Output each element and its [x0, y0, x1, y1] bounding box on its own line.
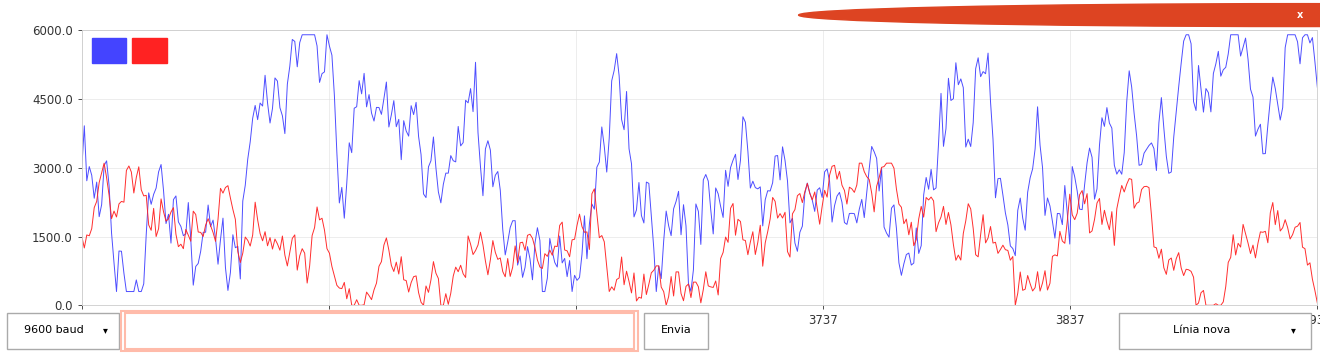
Text: −: −: [1251, 8, 1262, 22]
FancyBboxPatch shape: [644, 313, 708, 349]
FancyBboxPatch shape: [121, 311, 638, 351]
Circle shape: [799, 4, 1320, 27]
FancyBboxPatch shape: [125, 313, 634, 349]
FancyBboxPatch shape: [1119, 313, 1311, 349]
FancyBboxPatch shape: [7, 313, 119, 349]
Text: Línia nova: Línia nova: [1173, 325, 1230, 335]
Text: ▾: ▾: [1291, 325, 1296, 335]
Bar: [132, 38, 168, 63]
Text: x: x: [1298, 10, 1303, 20]
Bar: [91, 38, 127, 63]
Text: 9600 baud: 9600 baud: [24, 325, 83, 335]
Text: /dev/ttyACM0: /dev/ttyACM0: [607, 8, 713, 22]
Text: ▾: ▾: [103, 325, 108, 335]
Text: Envia: Envia: [660, 325, 692, 335]
